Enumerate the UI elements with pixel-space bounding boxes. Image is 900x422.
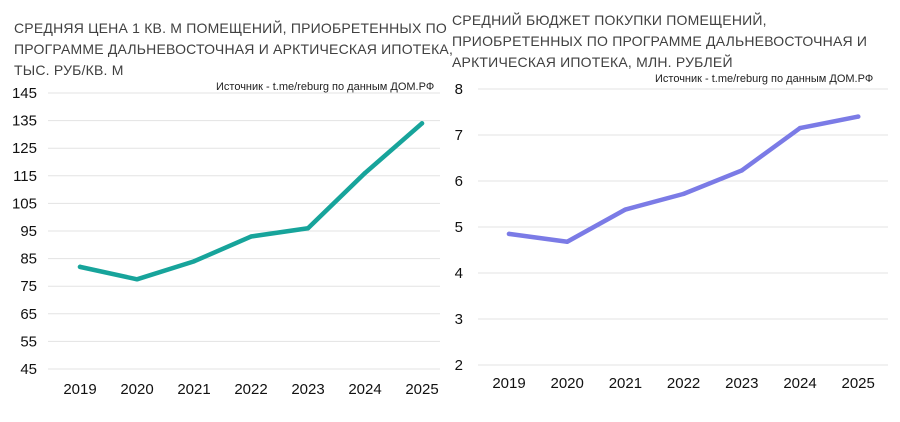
right-data-point	[797, 125, 803, 131]
right-y-tick-label: 8	[455, 81, 463, 98]
right-data-point	[681, 191, 686, 197]
left-data-point	[305, 226, 311, 231]
right-data-point	[623, 207, 628, 212]
left-y-tick-label: 55	[20, 333, 37, 350]
left-y-tick-label: 45	[20, 361, 37, 378]
left-y-tick-label: 105	[12, 195, 37, 212]
left-data-point	[77, 264, 83, 270]
right-y-tick-label: 7	[455, 127, 463, 144]
left-data-point	[419, 121, 425, 126]
right-chart-x-axis: 2019 2020 2021 2022 2023 2024 2025	[492, 375, 875, 392]
right-x-tick-label: 2025	[842, 375, 875, 392]
left-chart-title-line-2: ПРОГРАММЕ ДАЛЬНЕВОСТОЧНАЯ И АРКТИЧЕСКАЯ …	[14, 41, 453, 57]
right-chart-source: Источник - t.me/reburg по данным ДОМ.РФ	[655, 73, 873, 85]
right-data-point	[739, 168, 744, 173]
left-y-tick-label: 125	[12, 140, 37, 157]
left-y-tick-label: 95	[20, 223, 37, 240]
left-series-line	[77, 121, 425, 282]
right-y-tick-label: 3	[455, 311, 463, 328]
right-data-point	[856, 114, 861, 119]
left-data-point	[191, 259, 197, 264]
right-x-tick-label: 2024	[783, 375, 816, 392]
left-chart-y-axis: 145 135 125 115 105 95 85 75 65 55 45	[12, 85, 37, 378]
left-chart-title-line-1: СРЕДНЯЯ ЦЕНА 1 КВ. М ПОМЕЩЕНИЙ, ПРИОБРЕТ…	[14, 19, 447, 36]
left-chart-source: Источник - t.me/reburg по данным ДОМ.РФ	[216, 81, 434, 93]
left-data-point	[248, 234, 254, 239]
right-chart-y-axis: 8 7 6 5 4 3 2	[455, 81, 463, 374]
left-y-tick-label: 145	[12, 85, 37, 102]
right-x-tick-label: 2020	[551, 375, 584, 392]
left-x-tick-label: 2023	[291, 381, 324, 398]
left-y-tick-label: 75	[20, 278, 37, 295]
right-y-tick-label: 5	[455, 219, 463, 236]
right-y-tick-label: 4	[455, 265, 463, 282]
left-x-tick-label: 2025	[405, 381, 438, 398]
left-data-point	[134, 277, 140, 282]
left-x-tick-label: 2024	[348, 381, 381, 398]
left-chart: СРЕДНЯЯ ЦЕНА 1 КВ. М ПОМЕЩЕНИЙ, ПРИОБРЕТ…	[12, 19, 453, 398]
right-data-point	[565, 239, 570, 244]
left-chart-title-line-3: ТЫС. РУБ/КВ. М	[14, 62, 124, 78]
left-x-tick-label: 2022	[234, 381, 267, 398]
right-x-tick-label: 2022	[667, 375, 700, 392]
left-y-tick-label: 85	[20, 251, 37, 268]
left-y-tick-label: 115	[13, 168, 37, 185]
right-x-tick-label: 2021	[609, 375, 642, 392]
right-chart-title-line-3: АРКТИЧЕСКАЯ ИПОТЕКА, МЛН. РУБЛЕЙ	[452, 53, 733, 70]
right-chart-gridlines	[478, 88, 888, 366]
left-x-tick-label: 2021	[177, 381, 210, 398]
right-chart-title-line-2: ПРИОБРЕТЕННЫХ ПО ПРОГРАММЕ ДАЛЬНЕВОСТОЧН…	[452, 33, 867, 49]
right-x-tick-label: 2023	[725, 375, 758, 392]
right-x-tick-label: 2019	[492, 375, 525, 392]
right-chart: СРЕДНИЙ БЮДЖЕТ ПОКУПКИ ПОМЕЩЕНИЙ, ПРИОБР…	[452, 11, 888, 392]
right-y-tick-label: 6	[455, 173, 463, 190]
left-x-tick-label: 2019	[63, 381, 96, 398]
left-chart-x-axis: 2019 2020 2021 2022 2023 2024 2025	[63, 381, 438, 398]
right-chart-series	[506, 114, 861, 244]
left-y-tick-label: 135	[12, 113, 37, 130]
left-x-tick-label: 2020	[120, 381, 153, 398]
left-data-point	[362, 170, 368, 176]
right-chart-title-line-1: СРЕДНИЙ БЮДЖЕТ ПОКУПКИ ПОМЕЩЕНИЙ,	[452, 11, 767, 28]
right-y-tick-label: 2	[455, 357, 463, 374]
left-y-tick-label: 65	[20, 306, 37, 323]
left-chart-gridlines	[48, 92, 440, 370]
right-data-point	[506, 231, 512, 237]
left-chart-series	[77, 121, 425, 282]
